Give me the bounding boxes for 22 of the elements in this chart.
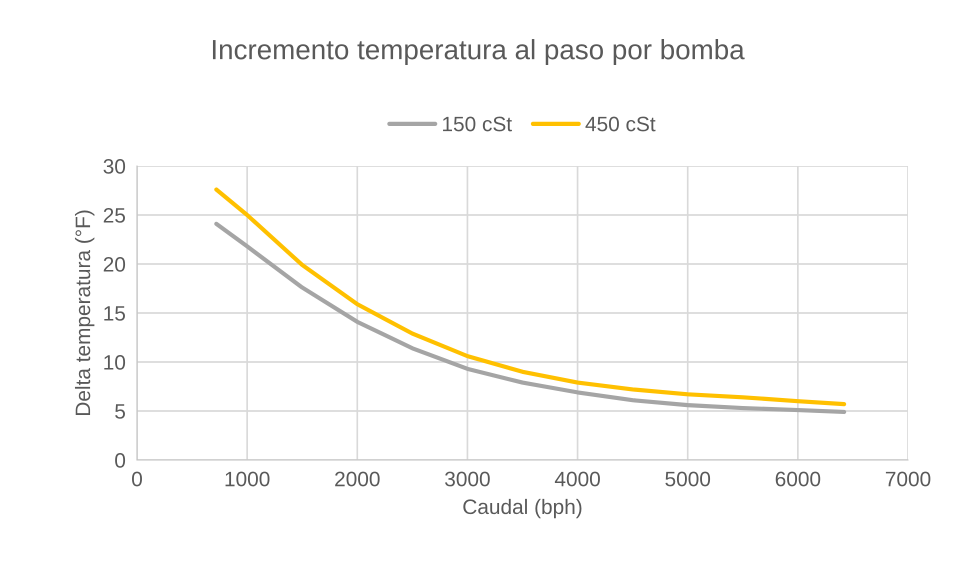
x-tick-label: 5000 <box>665 472 710 486</box>
y-tick-label: 5 <box>115 404 126 419</box>
y-tick-label: 20 <box>104 257 126 272</box>
x-axis-title: Caudal (bph) <box>463 498 582 518</box>
legend-label: 150 cSt <box>443 116 512 132</box>
x-tick-label: 7000 <box>886 472 930 486</box>
line-series <box>214 187 846 406</box>
x-tick-label: 2000 <box>335 472 380 486</box>
chart-title: Incremento temperatura al paso por bomba <box>212 39 745 65</box>
y-tick-label: 15 <box>104 306 126 321</box>
x-tick-label: 0 <box>132 472 142 486</box>
line-series <box>214 222 846 414</box>
y-axis-title: Delta temperatura (°F) <box>74 210 94 416</box>
x-tick-label: 6000 <box>776 472 820 486</box>
y-tick-label: 10 <box>104 355 126 370</box>
legend-label: 450 cSt <box>585 116 656 132</box>
x-tick-label: 1000 <box>226 472 270 486</box>
x-tick-label: 3000 <box>445 472 490 486</box>
y-tick-label: 25 <box>104 208 126 223</box>
y-tick-label: 0 <box>115 453 126 468</box>
y-tick-label: 30 <box>104 159 126 174</box>
x-tick-label: 4000 <box>554 472 600 486</box>
